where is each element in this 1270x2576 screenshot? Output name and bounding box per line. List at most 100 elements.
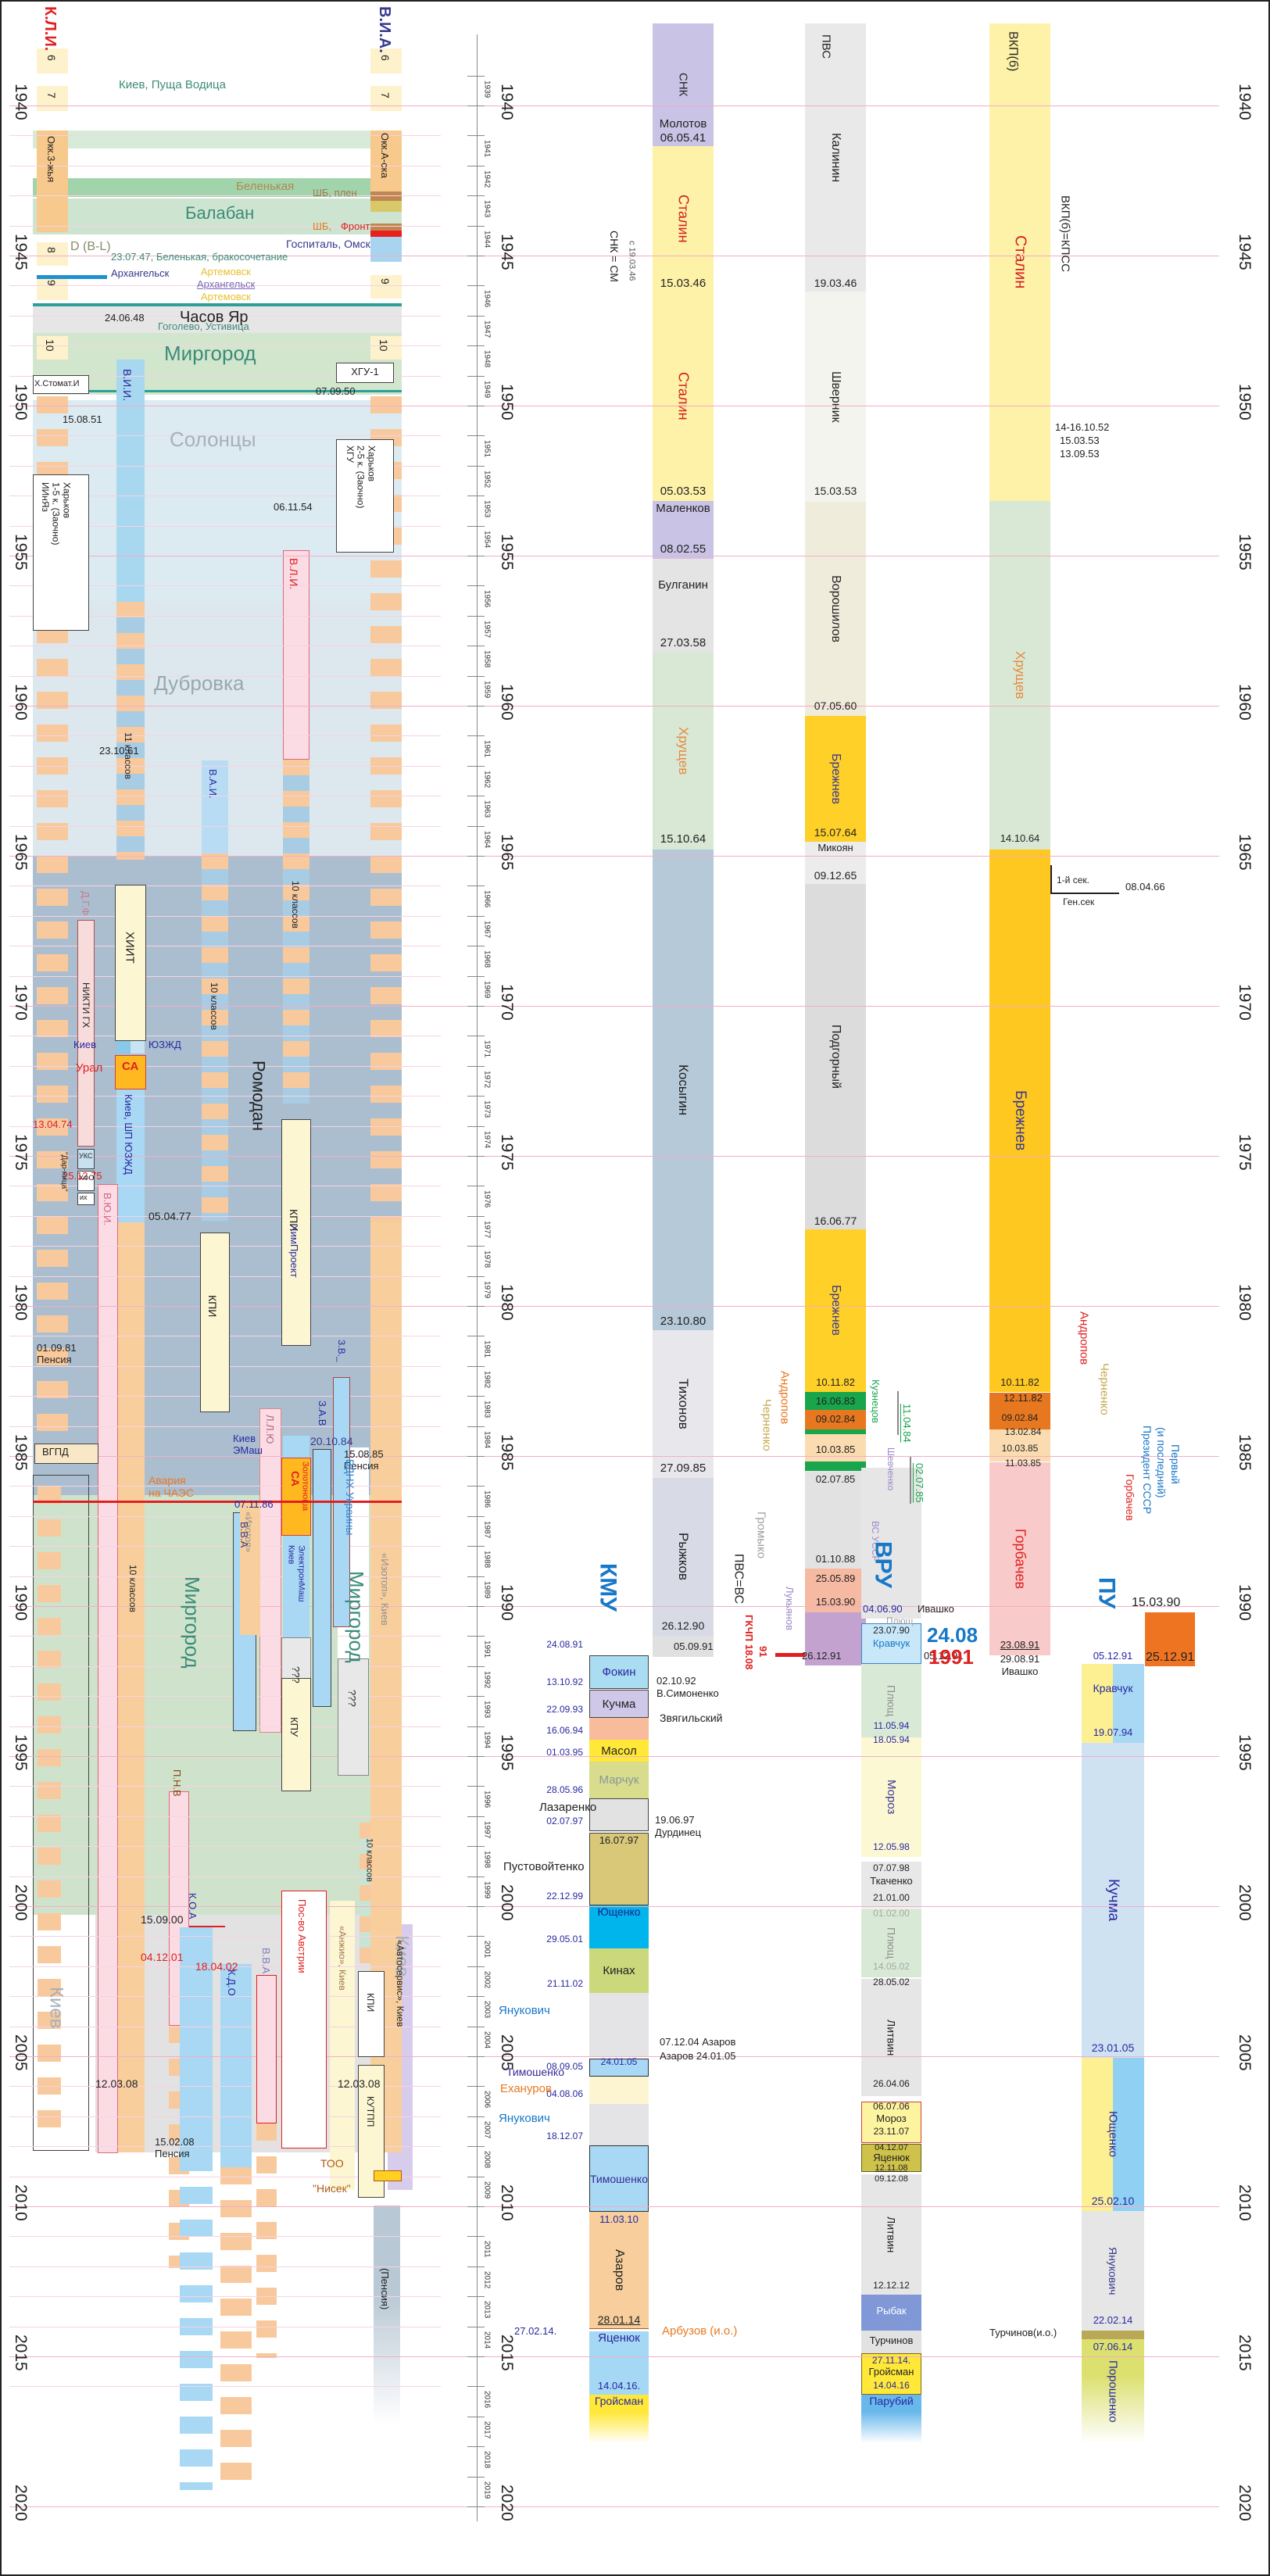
label-19-07-94-251: 19.07.94 (1093, 1726, 1133, 1738)
center-year-1967: 1967 (482, 921, 492, 939)
kmu-bar-фокин: Фокин (589, 1655, 649, 1689)
kpss-label-сталин: Сталин (1011, 235, 1029, 289)
sm-ussr-label-рыжков: Рыжков (676, 1533, 691, 1581)
shape-15 (370, 86, 402, 111)
shape-27 (370, 336, 402, 360)
pu-label-янукович: Янукович (1107, 2246, 1119, 2295)
vru-bar-12 (861, 2353, 921, 2395)
center-tick-2011 (467, 2236, 485, 2237)
label-12-03-08-105: 12.03.08 (338, 2077, 381, 2090)
kpss-label-брежнев: Брежнев (1012, 1090, 1029, 1151)
label-снк-см-112: СНК = СМ (608, 231, 621, 282)
center-year-1969: 1969 (482, 981, 492, 999)
shape-12 (37, 48, 68, 73)
sm-ussr-label-сталин: Сталин (675, 372, 692, 420)
label-л-л-ю-78: Л.Л.Ю (263, 1415, 276, 1444)
center-year-2002: 2002 (482, 1971, 492, 1989)
shape-62 (259, 1408, 281, 1733)
left-year-2000: 2000 (12, 1884, 30, 1921)
kmu-bar-15 (589, 2328, 649, 2329)
label-фронт-19: Фронт (341, 220, 370, 232)
label-12-11-82-232: 12.11.82 (1003, 1392, 1043, 1404)
sm-ussr-label-хрущев: Хрущев (676, 727, 691, 775)
center-year-1968: 1968 (482, 950, 492, 968)
kmu-label-тимошенко: Тимошенко (590, 2172, 648, 2185)
right-year-1945: 1945 (1236, 234, 1254, 270)
center-year-1978: 1978 (482, 1250, 492, 1268)
label-11-04-84-184: 11.04.84 (900, 1404, 913, 1443)
label-гоголево-устивица-28: Гоголево, Устивица (158, 320, 249, 332)
center-tick-1988 (467, 1546, 485, 1547)
right-year-1950: 1950 (1236, 384, 1254, 420)
gridline-year-1959 (9, 676, 441, 677)
gridline-year-2006 (9, 2086, 441, 2087)
kmu-bar-10 (589, 2059, 649, 2077)
pvs-ussr-bar-9 (805, 1429, 866, 1434)
center-tick-1956 (467, 585, 485, 586)
center-year-1966: 1966 (482, 890, 492, 908)
label-10-8: 10 (44, 339, 57, 352)
center-year-1947: 1947 (482, 320, 492, 338)
label-21-11-02-135: 21.11.02 (547, 1978, 583, 1989)
label-16-06-94-129: 16.06.94 (546, 1725, 583, 1736)
label-азаров-24-01-05-149: Азаров 24.01.05 (660, 2050, 736, 2062)
kmu-bar-гройсман: Гройсман (589, 2395, 649, 2443)
gridline-5year-1990 (9, 1606, 1219, 1607)
label-архангельск-22: Архангельск (111, 267, 170, 279)
gridline-year-1987 (9, 1516, 441, 1517)
left-year-1995: 1995 (12, 1734, 30, 1771)
label-вкп-б-222: ВКП(б) (1006, 31, 1020, 72)
right-year-1955: 1955 (1236, 534, 1254, 571)
center-year-1964: 1964 (482, 831, 492, 849)
center-tick-1961 (467, 735, 485, 736)
center-tick-2018 (467, 2446, 485, 2447)
pvs-ussr-bar-12 (805, 1471, 866, 1569)
left-year-2010: 2010 (12, 2184, 30, 2221)
center-year-1963: 1963 (482, 800, 492, 818)
label-киев-шп-юзжд-53: Киев, ШП ЮЗЖД (122, 1094, 134, 1175)
label-кузнецов-183: Кузнецов (869, 1379, 882, 1423)
center-tick-1949 (467, 376, 485, 377)
center-year-big-2000: 2000 (498, 1884, 517, 1921)
label-16-06-77-166: 16.06.77 (814, 1215, 857, 1227)
left-year-2005: 2005 (12, 2034, 30, 2071)
label-9-9: 9 (379, 278, 392, 284)
kmu-bar-марчук: Марчук (589, 1762, 649, 1798)
label-02-07-85-186: 02.07.85 (913, 1463, 925, 1503)
shape-22 (370, 237, 402, 262)
center-year-1973: 1973 (482, 1100, 492, 1118)
label-дар-ница-63: "Дар-ница" (59, 1152, 69, 1192)
gridline-year-1988 (9, 1546, 441, 1547)
label-кравчук-250: Кравчук (1093, 1682, 1133, 1694)
label-12-03-08-104: 12.03.08 (95, 2077, 138, 2090)
sm-ussr-bar-3 (653, 501, 714, 559)
shape-83 (358, 1971, 385, 2057)
center-year-1941: 1941 (482, 140, 492, 158)
label-10-классов-45: 10 классов (289, 881, 301, 928)
label-09-02-84-169: 09.02.84 (815, 1413, 856, 1425)
label-артемовск-25: Артемовск (201, 291, 251, 302)
center-year-big-2015: 2015 (498, 2334, 517, 2371)
label-07-06-14-256: 07.06.14 (1093, 2341, 1133, 2352)
label-гкчп-18-08-181: ГКЧП 18.08 (742, 1615, 755, 1670)
label-беленькая-14: Беленькая (236, 180, 295, 193)
shape-94 (910, 1457, 911, 1504)
label-первый-242: Первый (1169, 1444, 1182, 1484)
sm-ussr-bar-снк: СНК (653, 23, 714, 146)
label-янукович-147: Янукович (499, 2004, 550, 2017)
shape-1 (33, 178, 402, 197)
label-харьков-1-5-к-заочно-ииняз-35: Харьков 1-5 к. (Заочно) ИИнЯз (39, 482, 73, 546)
shape-92 (1145, 1612, 1195, 1666)
center-year-1961: 1961 (482, 740, 492, 758)
center-tick-1965 (467, 856, 485, 857)
shape-19 (370, 201, 402, 212)
center-year-2013: 2013 (482, 2301, 492, 2319)
right-year-1990: 1990 (1236, 1584, 1254, 1621)
label-авария-на-чаэс-72: Авария на ЧАЭС (148, 1474, 194, 1500)
label-9-7: 9 (45, 280, 59, 286)
label-ген-сек-229: Ген.сек (1063, 896, 1095, 907)
shape-21 (370, 231, 402, 237)
gridline-year-1986 (9, 1486, 441, 1487)
label-08-09-05-136: 08.09.05 (546, 2061, 583, 2072)
center-year-1956: 1956 (482, 590, 492, 608)
